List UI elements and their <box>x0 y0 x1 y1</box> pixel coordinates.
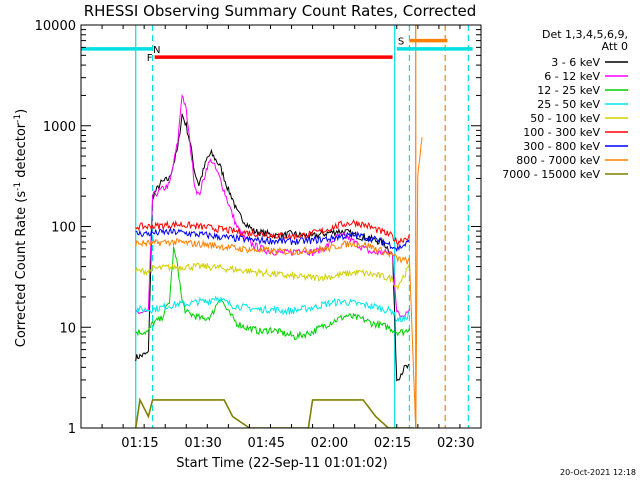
legend-label-2: 12 - 25 keV <box>537 84 600 97</box>
y-tick-label-2: 100 <box>51 221 76 236</box>
legend-label-1: 6 - 12 keV <box>544 70 600 83</box>
plot-frame <box>80 24 482 429</box>
y-axis: 1 10 100 1000 10000 <box>35 19 481 437</box>
chart-title: RHESSI Observing Summary Count Rates, Co… <box>84 2 477 20</box>
series-line-8 <box>134 397 414 428</box>
legend-title-line2: Att 0 <box>602 40 628 53</box>
x-tick-label-4: 02:15 <box>374 436 411 451</box>
legend-label-4: 50 - 100 keV <box>530 112 600 125</box>
x-axis-label: Start Time (22-Sep-11 01:01:02) <box>176 456 387 471</box>
flag-bars: NF S <box>81 37 473 64</box>
x-axis: 01:15 01:30 01:45 02:00 02:15 02:30 <box>80 25 482 451</box>
series-line-2 <box>135 246 410 341</box>
series-line-0 <box>135 113 410 382</box>
series-line-3 <box>135 295 410 323</box>
legend-label-0: 3 - 6 keV <box>551 56 600 69</box>
legend-label-8: 7000 - 15000 keV <box>502 168 600 181</box>
legend-label-6: 300 - 800 keV <box>523 140 600 153</box>
y-tick-label-3: 1000 <box>43 120 76 135</box>
vertical-markers <box>135 25 469 428</box>
series-line-1 <box>135 94 410 318</box>
series-line-4 <box>135 262 410 291</box>
series-line-7 <box>135 137 423 428</box>
y-axis-label: Corrected Count Rate (s-1 detector-1) <box>13 109 29 347</box>
footer-timestamp: 20-Oct-2021 12:18 <box>560 468 636 477</box>
legend-label-5: 100 - 300 keV <box>523 126 600 139</box>
x-tick-label-1: 01:30 <box>184 436 221 451</box>
legend-label-3: 25 - 50 keV <box>537 98 600 111</box>
x-tick-label-0: 01:15 <box>121 436 158 451</box>
x-tick-label-2: 01:45 <box>248 436 285 451</box>
y-tick-label-0: 1 <box>68 422 76 437</box>
flag-label-0: N <box>153 45 160 56</box>
x-tick-label-5: 02:30 <box>437 436 474 451</box>
y-tick-label-4: 10000 <box>35 19 76 34</box>
flag-label-2: F <box>147 53 153 64</box>
series-line-6 <box>135 227 410 253</box>
legend-label-7: 800 - 7000 keV <box>516 154 600 167</box>
flag-label-3: S <box>398 37 404 48</box>
legend-title-line1: Det 1,3,4,5,6,9, <box>542 28 628 41</box>
series-line-5 <box>135 219 410 247</box>
y-tick-label-1: 10 <box>59 321 76 336</box>
series-layer <box>134 94 423 428</box>
x-tick-label-3: 02:00 <box>311 436 348 451</box>
